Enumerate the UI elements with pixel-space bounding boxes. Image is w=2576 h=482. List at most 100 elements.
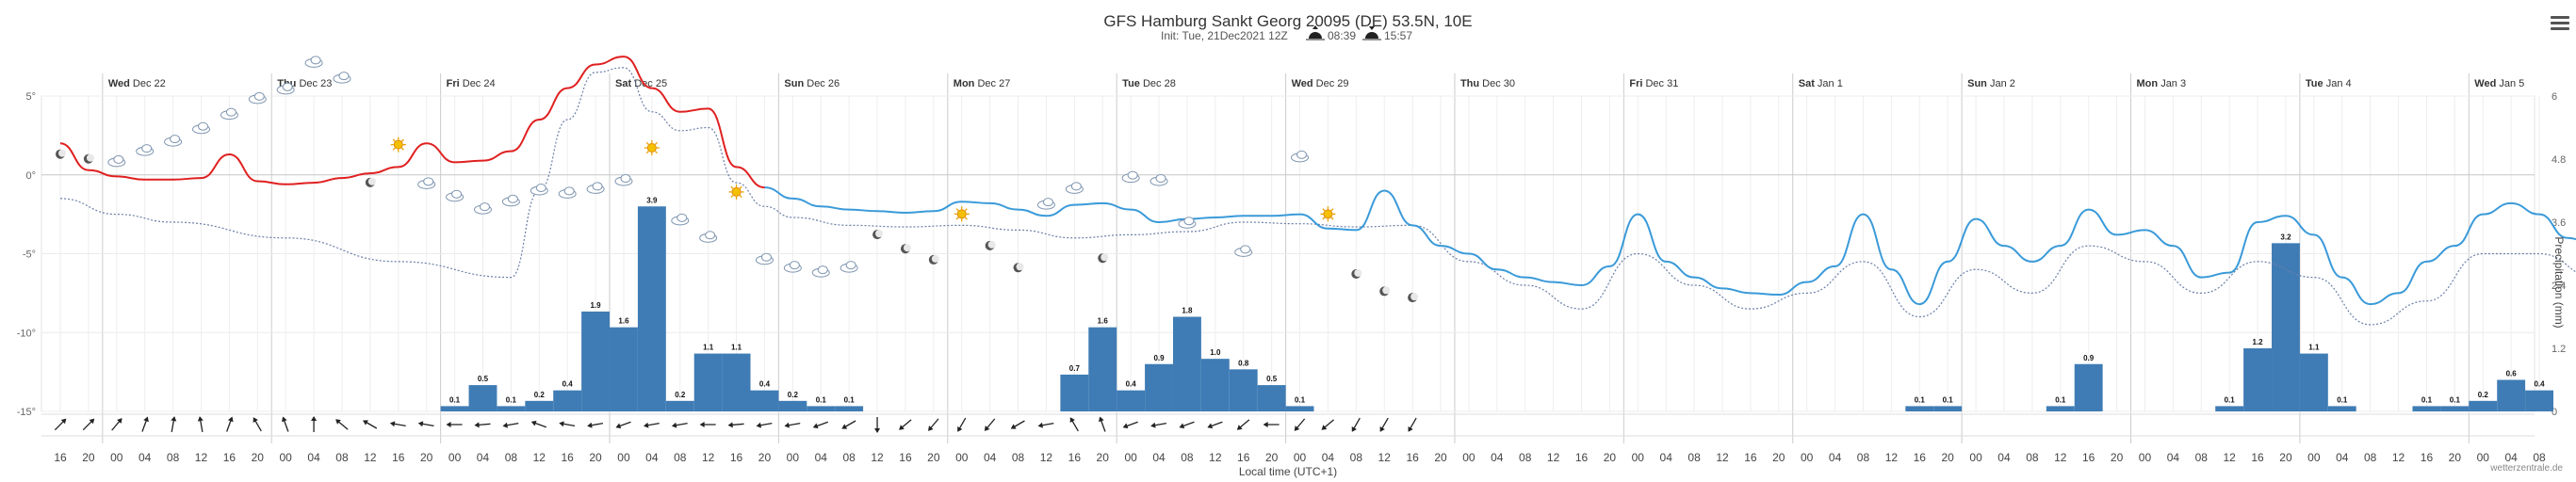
wind-arrow-icon <box>559 421 576 427</box>
day-label: Wed Dec 22 <box>108 78 166 89</box>
menu-button[interactable] <box>2548 13 2572 34</box>
wind-arrow-icon <box>54 418 67 431</box>
hour-label: 04 <box>815 451 828 464</box>
precip-bar-label: 0.2 <box>534 391 546 399</box>
precip-bar <box>553 390 582 411</box>
moon-icon <box>1351 269 1362 279</box>
wind-arrow-icon <box>197 416 204 432</box>
precip-bar-label: 1.2 <box>2253 338 2264 346</box>
wind-arrow-icon <box>587 422 604 428</box>
hour-label: 20 <box>589 451 602 464</box>
menu-icon-bar <box>2551 22 2569 24</box>
wind-arrow-icon <box>281 416 289 432</box>
precip-bar <box>468 385 497 411</box>
day-label: Wed Dec 29 <box>1292 78 1349 89</box>
day-label: Tue Jan 4 <box>2306 78 2352 89</box>
cloud-icon <box>136 144 155 156</box>
wind-arrow-icon <box>984 418 996 431</box>
wind-arrow-icon <box>671 422 688 428</box>
precip-bar-label: 0.1 <box>1915 395 1926 404</box>
precip-bar <box>1145 363 1173 411</box>
wind-arrow-icon <box>335 419 349 430</box>
chart-title: GFS Hamburg Sankt Georg 20095 (DE) 53.5N… <box>1103 12 1472 30</box>
wind-arrow-icon <box>1379 417 1389 432</box>
precip-bar <box>1088 327 1117 411</box>
hour-label: 08 <box>2364 451 2377 464</box>
cloud-icon <box>164 135 183 147</box>
y-right-tick: 3.6 <box>2552 217 2566 229</box>
cloud-icon <box>1178 217 1197 229</box>
wind-arrow-icon <box>253 417 262 432</box>
precip-bar <box>2272 243 2300 411</box>
hour-label: 00 <box>1124 451 1137 464</box>
hour-label: 04 <box>139 451 152 464</box>
precip-bar <box>665 400 694 411</box>
weather-icons <box>56 56 1419 303</box>
hour-label: 04 <box>1322 451 1335 464</box>
cloud-icon <box>1036 198 1055 210</box>
wind-arrow-icon <box>928 418 939 431</box>
hour-label: 04 <box>307 451 320 464</box>
hour-label: 00 <box>110 451 123 464</box>
wind-arrow-icon <box>389 421 406 427</box>
hour-label: 12 <box>1716 451 1729 464</box>
precip-bar-label: 0.1 <box>506 395 517 404</box>
sun-icon <box>390 137 406 153</box>
wind-arrow-icon <box>1207 421 1223 429</box>
precip-bar-label: 0.1 <box>1943 395 1954 404</box>
hour-label: 20 <box>252 451 265 464</box>
precip-bar-label: 0.4 <box>562 380 574 389</box>
moon-icon <box>83 153 94 164</box>
precip-bar <box>778 400 807 411</box>
moon-icon <box>1408 293 1419 303</box>
cloud-icon <box>248 91 267 104</box>
y-left-tick: 5° <box>25 91 36 103</box>
cloud-icon <box>473 202 492 215</box>
wind-arrow-icon <box>899 419 912 430</box>
day-label: Fri Dec 24 <box>447 78 496 89</box>
precip-bar-label: 0.1 <box>449 395 461 404</box>
precip-bar-label: 0.9 <box>1153 354 1165 362</box>
hour-label: 00 <box>787 451 800 464</box>
hour-label: 00 <box>955 451 969 464</box>
hour-label: 08 <box>505 451 518 464</box>
y-right-tick: 0 <box>2552 407 2557 418</box>
hour-label: 16 <box>54 451 67 464</box>
y-left-tick: 0° <box>25 170 36 182</box>
cloud-icon <box>699 231 718 243</box>
cloud-icon <box>220 107 238 120</box>
hour-label: 20 <box>1942 451 1955 464</box>
hour-label: 12 <box>364 451 377 464</box>
hour-label: 00 <box>2139 451 2152 464</box>
cloud-icon <box>755 252 774 265</box>
precip-bar-label: 0.1 <box>816 395 827 404</box>
wind-arrow-icon <box>1263 422 1280 427</box>
sunset-time: 15:57 <box>1384 29 1412 42</box>
sunrise-time: 08:39 <box>1328 29 1356 42</box>
precip-bar <box>1905 406 1934 411</box>
precip-bar-label: 0.2 <box>788 391 799 399</box>
hour-label: 12 <box>533 451 546 464</box>
wind-arrow-icon <box>363 420 378 429</box>
hour-label: 00 <box>2477 451 2490 464</box>
day-label: Tue Dec 28 <box>1122 78 1176 89</box>
hour-label: 16 <box>2421 451 2434 464</box>
precip-bar-label: 3.2 <box>2280 233 2291 241</box>
sun-icon <box>644 140 660 155</box>
wind-arrow-icon <box>226 416 234 432</box>
hour-label: 12 <box>1378 451 1392 464</box>
precip-bar <box>1172 316 1201 411</box>
cloud-icon <box>586 182 605 194</box>
precip-bar-label: 0.4 <box>759 380 771 389</box>
cloud-icon <box>191 121 210 135</box>
wind-arrow-icon <box>82 418 95 431</box>
precip-bar-label: 0.6 <box>2506 370 2518 378</box>
hour-label: 00 <box>280 451 293 464</box>
hour-label: 08 <box>167 451 180 464</box>
y-right-tick: 6 <box>2552 91 2557 103</box>
precip-bar <box>581 311 611 411</box>
hour-label: 20 <box>758 451 772 464</box>
precip-bar-label: 0.4 <box>1126 380 1137 389</box>
precip-bar-label: 0.9 <box>2083 354 2095 362</box>
